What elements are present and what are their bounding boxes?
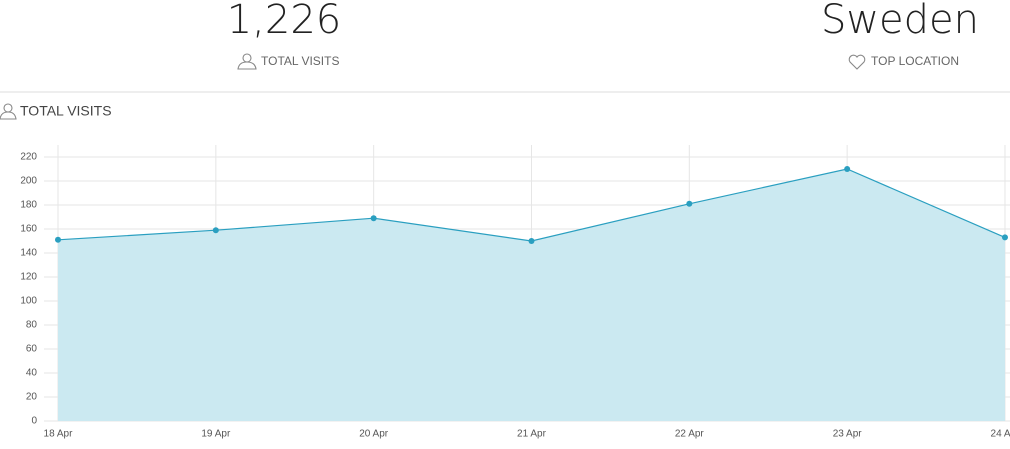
panel-title: TOTAL VISITS	[20, 103, 112, 119]
stat-value: 1,226	[227, 0, 342, 43]
y-tick-label: 160	[20, 224, 37, 235]
point	[55, 236, 61, 243]
heart-icon	[848, 54, 866, 70]
y-tick-label: 120	[20, 272, 37, 283]
point	[212, 227, 219, 234]
point	[370, 215, 377, 222]
point	[1001, 234, 1008, 241]
x-tick-label: 19 Apr	[201, 429, 231, 440]
y-tick-label: 20	[26, 392, 38, 403]
stat-label: TOP LOCATION	[871, 54, 959, 68]
y-tick-label: 40	[26, 368, 38, 379]
x-tick-label: 18 Apr	[44, 429, 74, 440]
y-tick-label: 0	[31, 416, 37, 427]
y-tick-label: 60	[26, 344, 38, 355]
x-tick-label: 20 Apr	[359, 429, 389, 440]
point	[844, 166, 851, 172]
y-tick-label: 180	[20, 200, 37, 211]
point	[686, 200, 693, 207]
y-tick-label: 80	[26, 320, 38, 331]
point	[528, 238, 535, 244]
stat-value: Sweden	[821, 0, 979, 43]
area	[58, 169, 1005, 421]
y-tick-label: 220	[20, 152, 37, 163]
user-icon	[237, 53, 257, 70]
x-tick-label: 22 Apr	[675, 429, 705, 440]
x-tick-label: 21 Apr	[517, 429, 547, 440]
y-tick-label: 140	[20, 248, 37, 259]
plot: 0 20 40 60 80 100 120 140 160 180 200 220 18 Apr 19 A…	[20, 145, 1010, 440]
stat-label: TOTAL VISITS	[261, 54, 339, 68]
x-tick-label: 24 Apr	[991, 429, 1010, 440]
x-tick-label: 23 Apr	[833, 429, 863, 440]
user-icon	[0, 103, 17, 120]
y-tick-label: 100	[20, 296, 37, 307]
y-tick-label: 200	[20, 176, 37, 187]
